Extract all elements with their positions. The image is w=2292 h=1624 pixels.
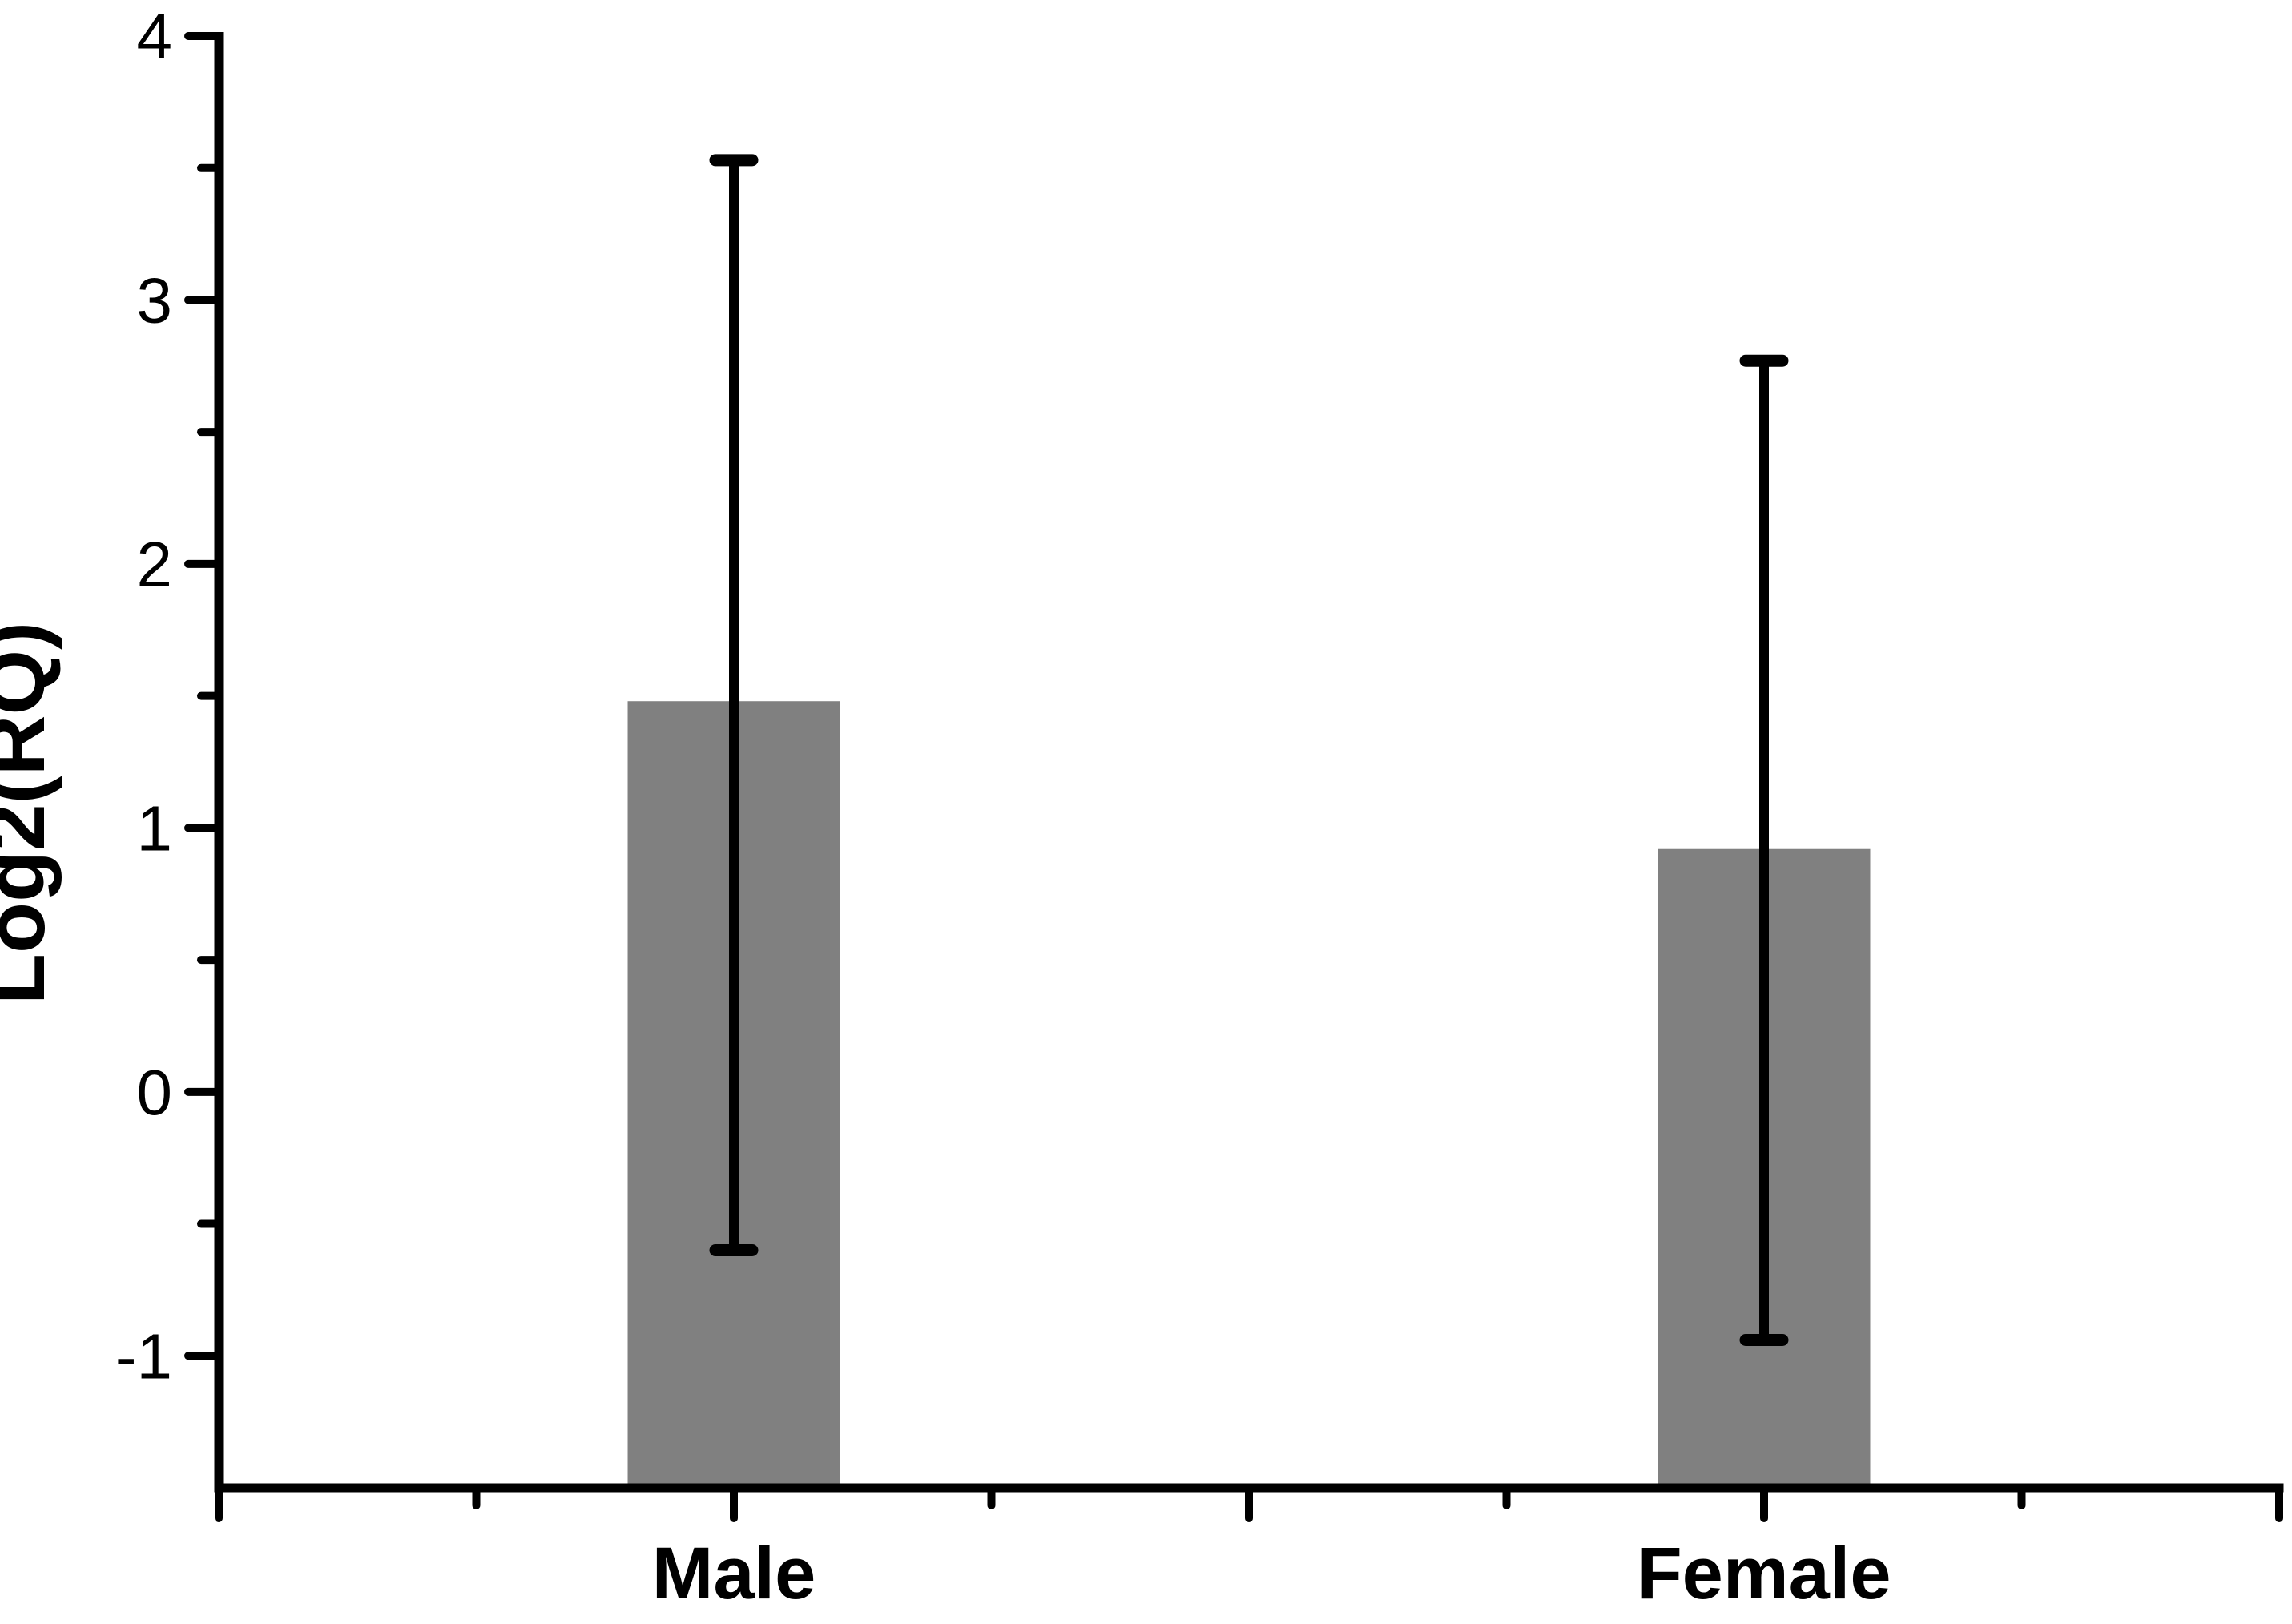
- y-tick-label: 0: [137, 1057, 173, 1128]
- error-bar-female: [1739, 354, 1789, 1347]
- y-tick-label: -1: [115, 1320, 172, 1392]
- y-tick-label: 3: [137, 264, 173, 336]
- x-category-label-male: Male: [652, 1533, 816, 1614]
- x-category-label-female: Female: [1637, 1533, 1891, 1614]
- y-tick-label: 2: [137, 529, 173, 600]
- y-axis-title: Log2(RQ): [0, 622, 62, 1005]
- y-tick-label: 4: [137, 1, 173, 72]
- error-bar-male: [709, 154, 759, 1256]
- y-tick-label: 1: [137, 792, 173, 864]
